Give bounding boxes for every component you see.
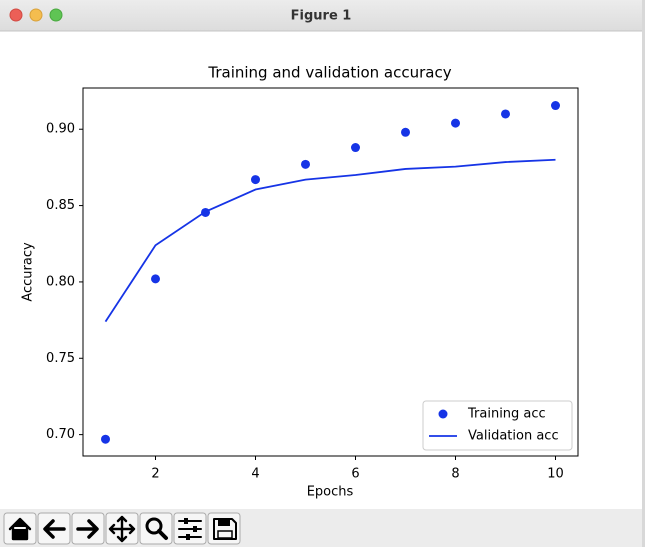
legend-label: Training acc (467, 407, 546, 422)
data-point (251, 175, 260, 185)
y-tick-label: 0.70 (46, 427, 75, 442)
data-point (351, 143, 360, 153)
data-point (151, 274, 160, 284)
data-point (501, 109, 510, 119)
legend-marker (438, 409, 448, 419)
home-button[interactable] (3, 512, 37, 545)
minimize-button[interactable] (29, 8, 43, 22)
data-line (104, 158, 556, 323)
save-button[interactable] (207, 512, 241, 545)
y-tick-label: 0.80 (46, 274, 75, 289)
data-point (301, 159, 310, 169)
data-point (551, 101, 560, 111)
legend-label: Validation acc (468, 429, 559, 444)
y-tick-label: 0.75 (46, 351, 75, 366)
window-title: Figure 1 (291, 9, 352, 24)
plot-area (82, 87, 579, 457)
configure-button[interactable] (173, 512, 207, 545)
y-tick-label: 0.90 (46, 122, 75, 137)
y-tick-label: 0.85 (46, 198, 75, 213)
title-bar (0, 0, 642, 31)
x-tick-label: 10 (547, 467, 564, 482)
x-tick-label: 8 (451, 467, 459, 482)
chart-title: Training and validation accuracy (207, 64, 451, 82)
zoom-button[interactable] (139, 512, 173, 545)
back-button[interactable] (37, 512, 71, 545)
x-tick-label: 4 (251, 467, 259, 482)
data-point (101, 434, 110, 444)
x-tick-label: 6 (351, 467, 359, 482)
close-button[interactable] (9, 8, 23, 22)
window-edge (642, 0, 645, 547)
y-axis-label: Accuracy (21, 242, 36, 302)
x-axis-label: Epochs (307, 485, 354, 500)
legend-box (422, 400, 573, 451)
data-point (401, 127, 410, 137)
chart: Training and validation accuracy Epochs … (21, 64, 579, 500)
data-point (451, 118, 460, 128)
maximize-button[interactable] (49, 8, 63, 22)
forward-button[interactable] (71, 512, 105, 545)
pan-button[interactable] (105, 512, 139, 545)
x-tick-label: 2 (151, 467, 159, 482)
